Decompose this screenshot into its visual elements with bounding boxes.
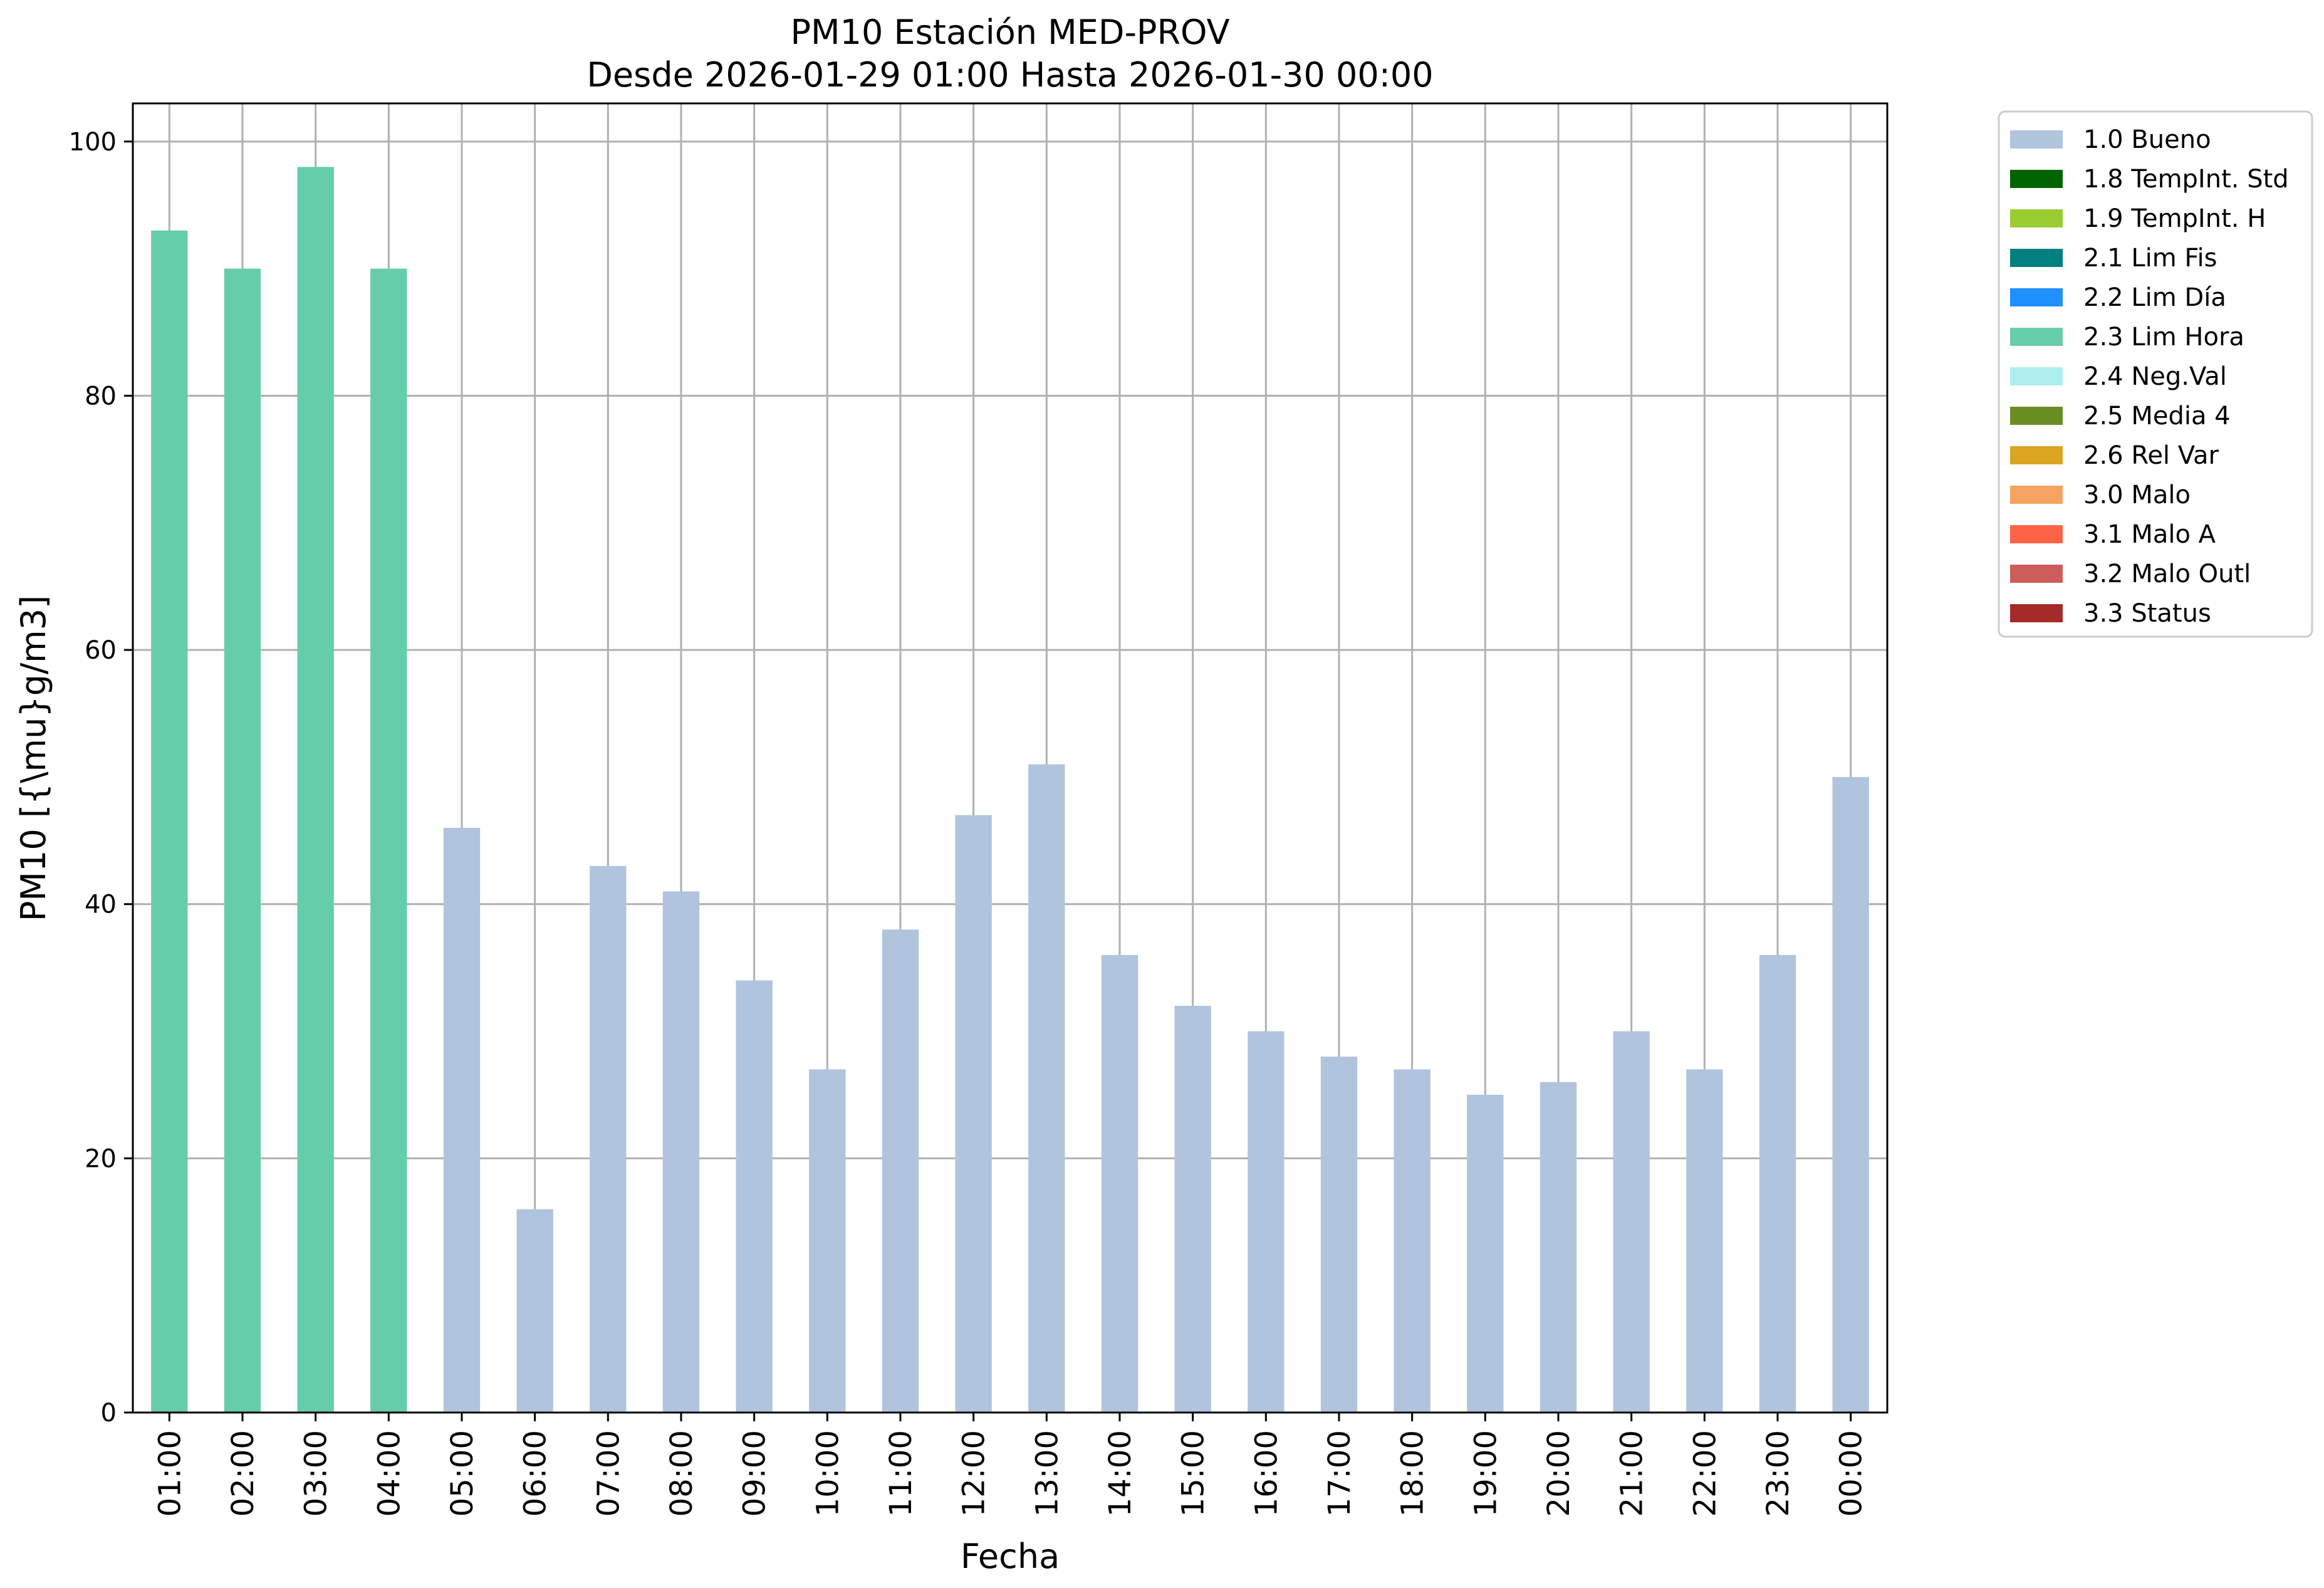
x-tick-label: 12:00 — [957, 1430, 992, 1517]
y-tick-label: 60 — [85, 636, 117, 665]
legend-label: 2.1 Lim Fis — [2083, 244, 2217, 273]
legend: 1.0 Bueno 1.8 TempInt. Std 1.9 TempInt. H 2… — [1998, 110, 2313, 638]
bar-0700 — [590, 865, 627, 1413]
legend-swatch — [2010, 209, 2063, 227]
legend-label: 2.6 Rel Var — [2083, 441, 2219, 470]
bar-2200 — [1686, 1069, 1723, 1413]
bar-0500 — [443, 828, 481, 1413]
legend-label: 2.5 Media 4 — [2083, 402, 2231, 431]
bar-2000 — [1540, 1082, 1577, 1413]
legend-label: 1.8 TempInt. Std — [2083, 165, 2289, 194]
x-tick-label: 00:00 — [1834, 1430, 1869, 1517]
legend-swatch — [2010, 170, 2063, 188]
legend-label: 2.3 Lim Hora — [2083, 323, 2244, 352]
legend-label: 3.0 Malo — [2083, 481, 2191, 509]
legend-swatch — [2010, 486, 2063, 504]
bar-0800 — [662, 891, 700, 1413]
x-tick-label: 17:00 — [1322, 1430, 1357, 1517]
chart-title: PM10 Estación MED-PROV — [790, 13, 1229, 52]
x-tick-label: 13:00 — [1029, 1430, 1065, 1517]
bar-1000 — [809, 1069, 846, 1413]
plot-frame — [132, 102, 1889, 1414]
legend-swatch — [2010, 367, 2063, 385]
legend-swatch — [2010, 407, 2063, 425]
y-axis-label: PM10 [{\mu}g/m3] — [14, 595, 53, 921]
x-tick-label: 11:00 — [883, 1430, 919, 1517]
legend-label: 2.4 Neg.Val — [2083, 362, 2227, 391]
legend-swatch — [2010, 604, 2063, 622]
bar-1800 — [1394, 1069, 1430, 1413]
x-tick-label: 06:00 — [518, 1430, 553, 1517]
bar-1100 — [882, 929, 919, 1413]
legend-label: 3.1 Malo A — [2083, 520, 2216, 549]
legend-label: 2.2 Lim Día — [2083, 283, 2226, 312]
x-tick-label: 18:00 — [1395, 1430, 1430, 1517]
bar-1700 — [1320, 1057, 1358, 1413]
legend-swatch — [2010, 130, 2063, 149]
legend-swatch — [2010, 525, 2063, 543]
y-tick-label: 40 — [85, 891, 117, 919]
bar-1300 — [1028, 764, 1065, 1413]
x-tick-label: 23:00 — [1761, 1430, 1796, 1517]
chart-subtitle: Desde 2026-01-29 01:00 Hasta 2026-01-30 … — [586, 55, 1433, 95]
y-tick-label: 100 — [69, 128, 117, 157]
legend-label: 1.9 TempInt. H — [2083, 204, 2266, 233]
legend-label: 1.0 Bueno — [2083, 125, 2211, 154]
x-axis-label: Fecha — [961, 1537, 1060, 1576]
bar-0200 — [224, 268, 261, 1413]
x-tick-label: 19:00 — [1468, 1430, 1503, 1517]
x-tick-label: 14:00 — [1103, 1430, 1138, 1517]
y-tick-label: 0 — [101, 1399, 117, 1428]
bars — [151, 167, 1869, 1413]
legend-label: 3.2 Malo Outl — [2083, 560, 2251, 588]
bar-0400 — [370, 268, 407, 1413]
x-tick-label: 09:00 — [737, 1430, 773, 1517]
legend-frame — [1998, 110, 2313, 638]
bar-0900 — [736, 980, 773, 1413]
x-tick-label: 20:00 — [1541, 1430, 1576, 1517]
bar-1600 — [1248, 1031, 1284, 1413]
y-axis-ticks: 0 20 40 60 80 100 — [69, 128, 133, 1428]
x-tick-label: 10:00 — [810, 1430, 845, 1517]
bar-0300 — [297, 167, 334, 1413]
x-axis-ticks: 01:00 02:00 03:00 04:00 05:00 06:00 07:00 08:00… — [152, 1413, 1869, 1517]
bar-1400 — [1101, 954, 1139, 1413]
bar-1500 — [1174, 1005, 1211, 1413]
legend-label: 3.3 Status — [2083, 599, 2211, 628]
bar-0100 — [151, 230, 188, 1413]
x-tick-label: 08:00 — [664, 1430, 699, 1517]
x-tick-label: 15:00 — [1176, 1430, 1211, 1517]
x-tick-label: 16:00 — [1249, 1430, 1284, 1517]
legend-swatch — [2010, 328, 2063, 346]
legend-swatch — [2010, 565, 2063, 583]
x-tick-label: 01:00 — [152, 1430, 187, 1517]
x-tick-label: 07:00 — [591, 1430, 626, 1517]
legend-swatch — [2010, 446, 2063, 464]
x-tick-label: 21:00 — [1615, 1430, 1650, 1517]
bar-0600 — [516, 1209, 553, 1413]
x-tick-label: 22:00 — [1687, 1430, 1722, 1517]
legend-swatch — [2010, 288, 2063, 306]
bar-1200 — [955, 815, 992, 1413]
bar-2100 — [1613, 1031, 1650, 1413]
bar-0000 — [1832, 776, 1869, 1413]
x-tick-label: 03:00 — [299, 1430, 334, 1517]
bar-1900 — [1467, 1094, 1504, 1413]
legend-swatch — [2010, 249, 2063, 267]
y-tick-label: 80 — [85, 382, 117, 410]
y-tick-label: 20 — [85, 1144, 117, 1173]
x-tick-label: 05:00 — [445, 1430, 480, 1517]
x-tick-label: 04:00 — [372, 1430, 407, 1517]
bar-2300 — [1759, 954, 1796, 1413]
x-tick-label: 02:00 — [226, 1430, 261, 1517]
